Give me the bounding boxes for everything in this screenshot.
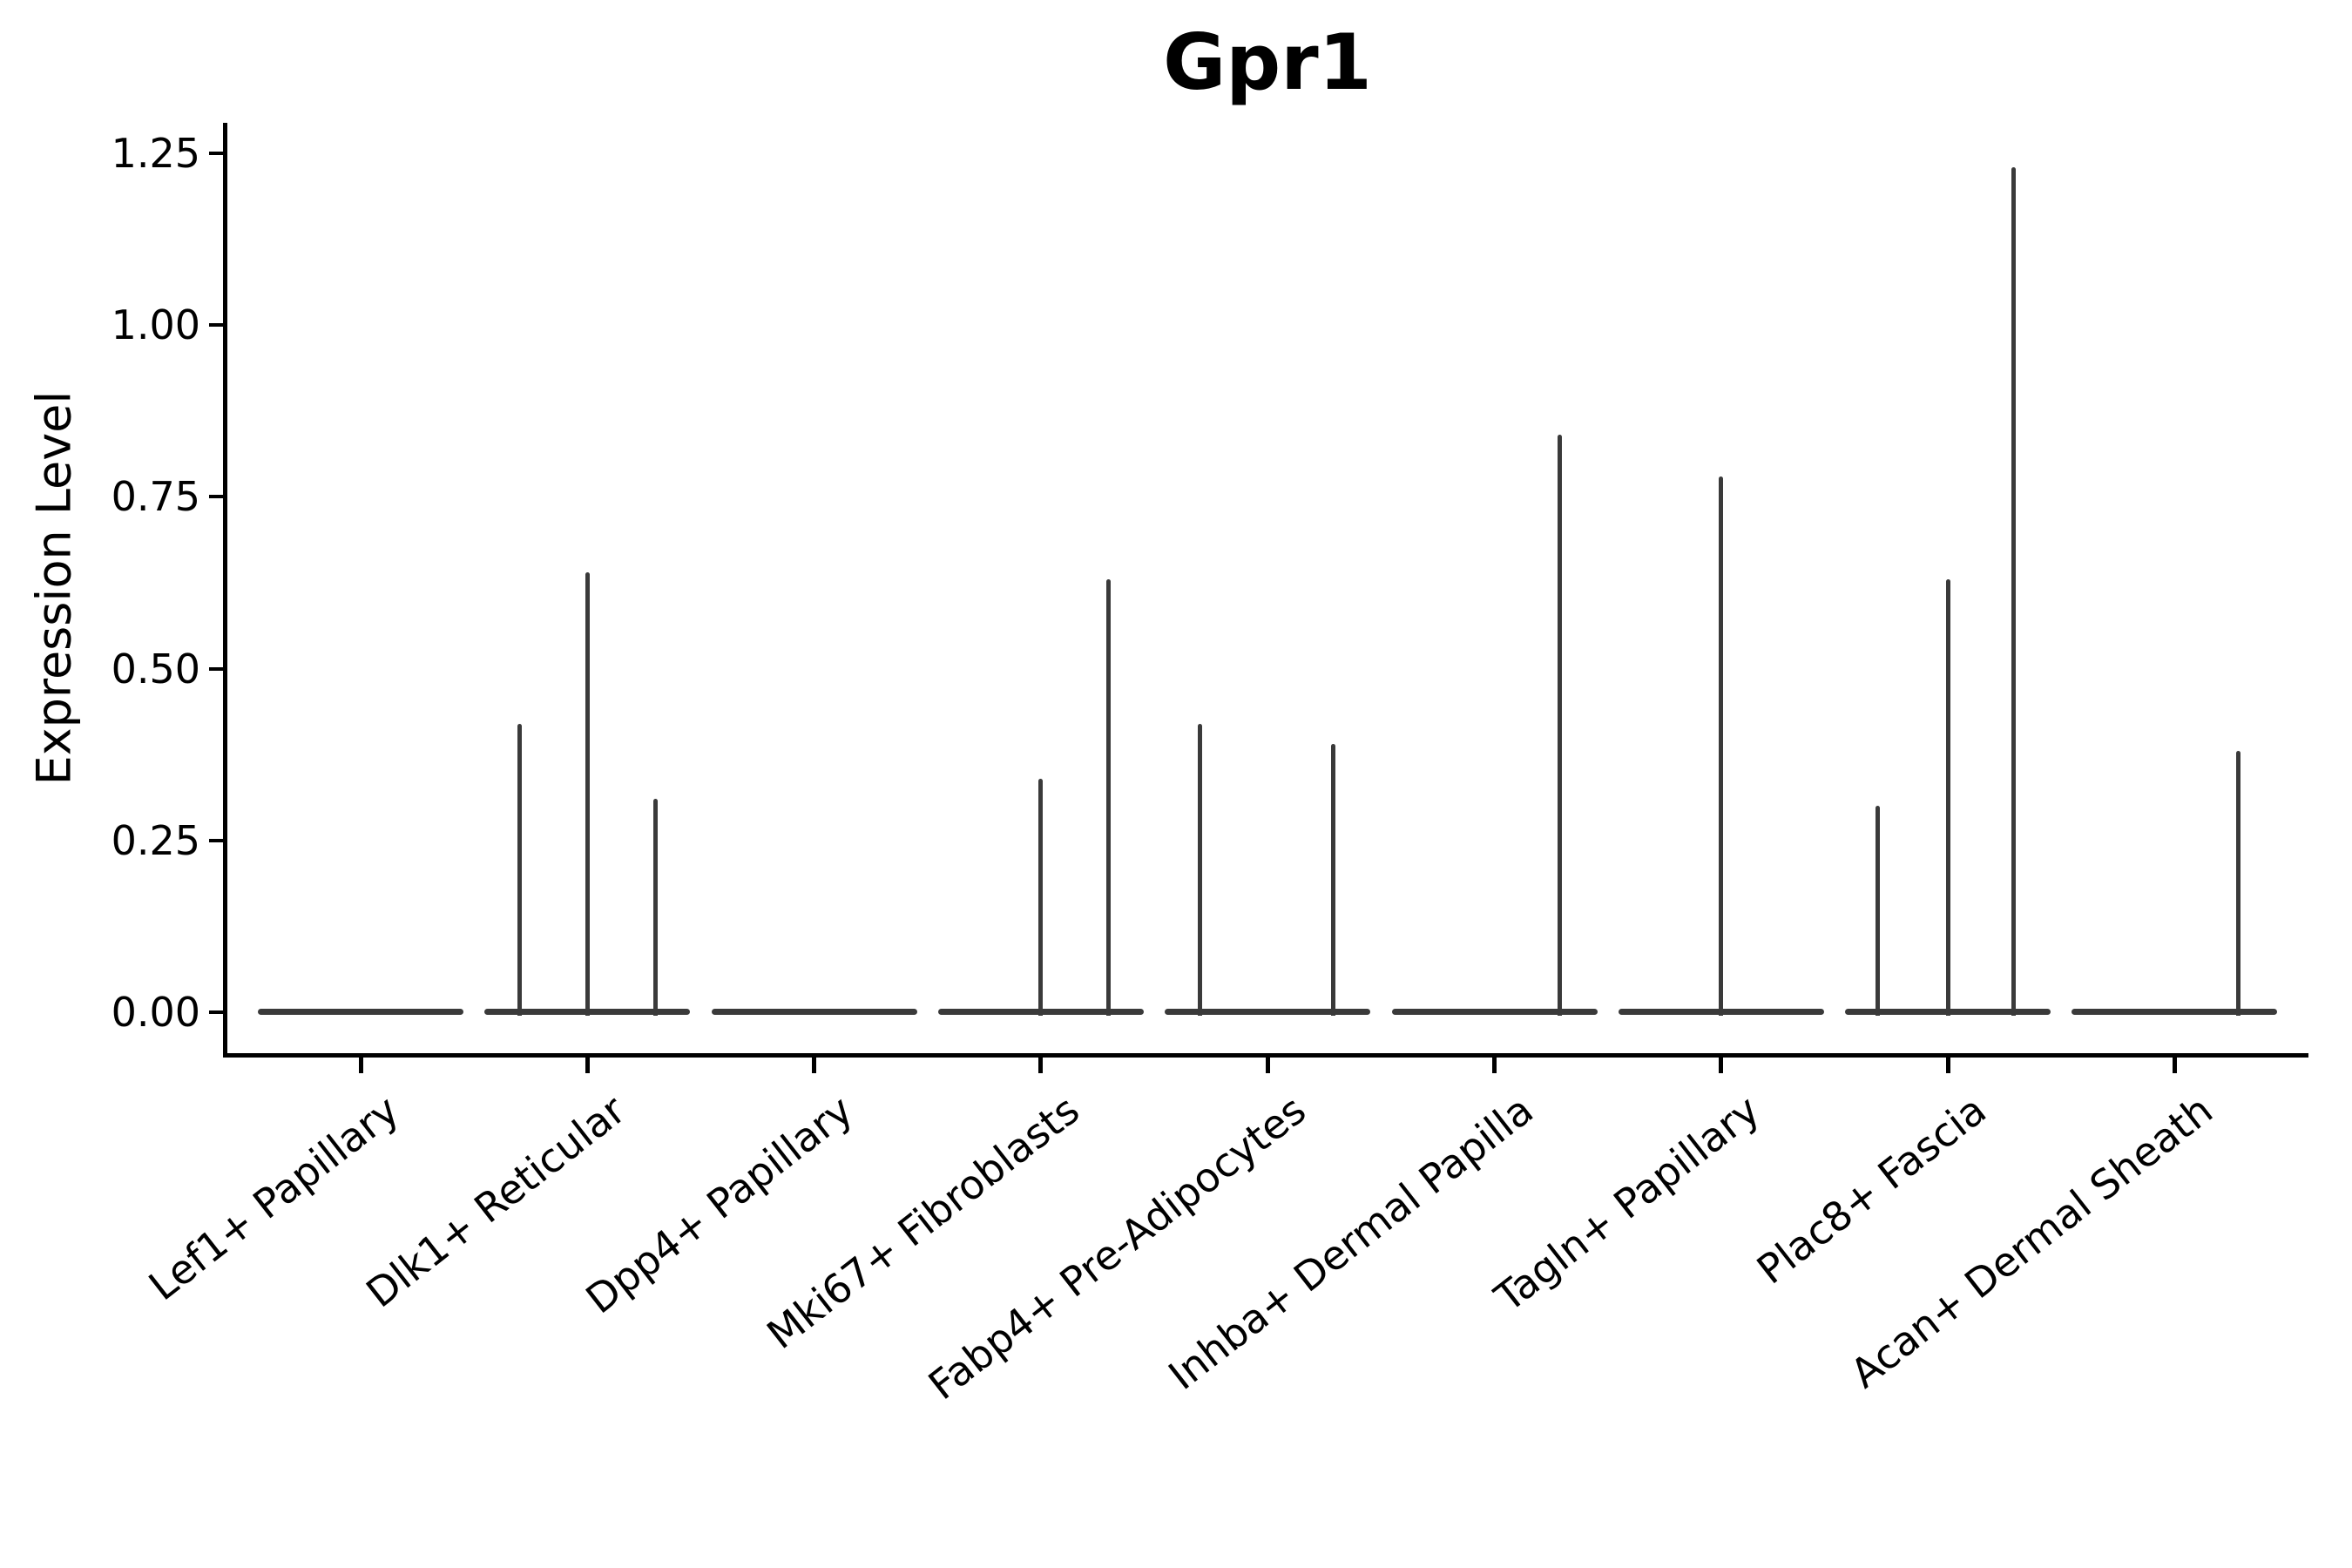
y-tick-label: 0.50 (111, 645, 200, 693)
y-tick-label: 0.00 (111, 989, 200, 1036)
y-tick-mark (209, 1010, 223, 1014)
violin-zero-line (711, 1009, 917, 1015)
violin-zero-line (258, 1009, 463, 1015)
violin-spike (1038, 778, 1044, 1016)
violin-spike (2011, 166, 2017, 1016)
y-axis-spine (223, 123, 227, 1058)
violin-spike (1106, 579, 1112, 1016)
chart-title: Gpr1 (1163, 17, 1372, 107)
y-tick-mark (209, 838, 223, 842)
violin-spike (1197, 723, 1202, 1016)
violin-spike (1945, 579, 1950, 1016)
violin-spike (1719, 476, 1724, 1016)
y-tick-mark (209, 666, 223, 671)
violin-spike (652, 799, 658, 1016)
y-tick-label: 0.75 (111, 473, 200, 521)
x-tick-mark (2172, 1058, 2177, 1073)
x-tick-label: Dlk1+ Reticular (357, 1085, 635, 1317)
x-tick-label: Acan+ Dermal Sheath (1842, 1085, 2222, 1397)
violin-spike (517, 723, 522, 1016)
x-tick-mark (585, 1058, 590, 1073)
y-tick-label: 0.25 (111, 816, 200, 864)
y-tick-mark (209, 323, 223, 328)
violin-spike (1875, 806, 1880, 1016)
violin-spike (585, 572, 590, 1016)
x-tick-mark (1038, 1058, 1044, 1073)
y-tick-label: 1.25 (111, 130, 200, 177)
violin-spike (1331, 744, 1336, 1016)
x-tick-mark (1265, 1058, 1270, 1073)
violin-zero-line (2072, 1009, 2278, 1015)
violin-zero-line (1165, 1009, 1371, 1015)
violin-zero-line (1391, 1009, 1598, 1015)
x-tick-mark (1719, 1058, 1724, 1073)
x-tick-label: Fabp4+ Pre-Adipocytes (919, 1085, 1315, 1409)
y-tick-label: 1.00 (111, 301, 200, 349)
violin-spike (1558, 435, 1563, 1016)
y-tick-mark (209, 152, 223, 155)
x-axis-spine (223, 1053, 2308, 1058)
x-tick-mark (358, 1058, 363, 1073)
x-tick-mark (1945, 1058, 1950, 1073)
violin-spike (2235, 751, 2240, 1016)
x-tick-mark (1492, 1058, 1497, 1073)
x-tick-mark (812, 1058, 817, 1073)
y-tick-mark (209, 495, 223, 499)
